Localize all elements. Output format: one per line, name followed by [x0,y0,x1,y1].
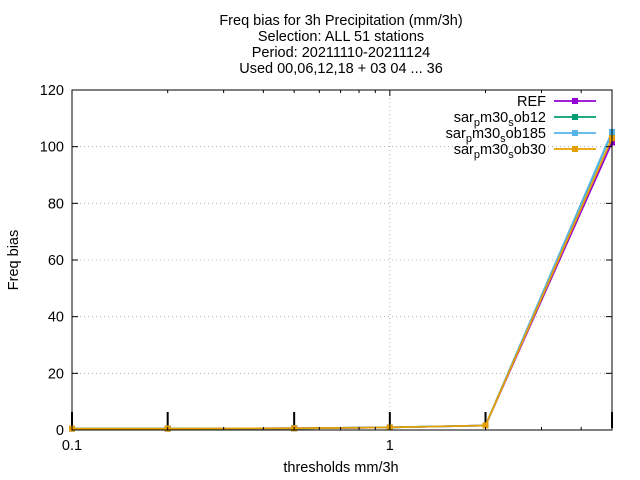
legend-text-part: m30 [480,142,508,158]
series-line-3 [72,137,613,430]
x-tick-label: 0.1 [62,438,82,454]
y-tick-label: 80 [48,196,64,212]
title-line: Used 00,06,12,18 + 03 04 ... 36 [239,61,443,77]
legend-marker-1 [572,114,578,120]
legend-label-0: REF [517,94,546,110]
grid [72,89,612,430]
title-line: Period: 20211110-20211124 [252,45,430,61]
legend-subscript: s [508,117,514,129]
legend-text-part: ob185 [506,126,546,142]
legend-subscript: p [474,149,480,161]
title-line: Selection: ALL 51 stations [258,29,424,45]
legend-text-part: sar [446,126,466,142]
legend-marker-2 [572,130,578,136]
series-line-1 [72,132,613,430]
series-line-2 [72,131,613,430]
legend-text-part: ob12 [514,110,546,126]
y-tick-label: 40 [48,310,64,326]
legend-text-part: REF [517,94,546,110]
legend-text-part: sar [454,110,474,126]
x-tick-label: 1 [386,438,394,454]
legend-marker-0 [572,98,578,104]
y-tick-label: 60 [48,253,64,269]
series-point-3 [482,422,489,429]
legend-subscript: s [500,133,506,145]
legend-subscript: p [474,117,480,129]
series-line-0 [72,142,613,430]
legend-label-3: sarpm30sob30 [454,142,546,161]
legend-marker-3 [572,146,578,152]
legend-subscript: s [508,149,514,161]
legend-label-2: sarpm30sob185 [446,126,546,145]
y-tick-label: 0 [56,423,64,439]
legend-text-part: sar [454,142,474,158]
x-axis-label: thresholds mm/3h [283,460,398,476]
y-tick-label: 20 [48,366,64,382]
series-lines [69,128,615,432]
y-tick-label: 120 [40,83,64,99]
chart-title: Freq bias for 3h Precipitation (mm/3h)Se… [219,13,462,77]
y-tick-label: 100 [40,140,64,156]
legend-label-1: sarpm30sob12 [454,110,546,129]
title-line: Freq bias for 3h Precipitation (mm/3h) [219,13,462,29]
error-bars [71,412,613,428]
legend-text-part: ob30 [514,142,546,158]
axes [71,89,613,431]
legend-subscript: p [466,133,472,145]
legend-text-part: m30 [472,126,500,142]
legend-text-part: m30 [480,110,508,126]
y-axis-label: Freq bias [6,230,22,290]
tick-labels: 0 20 40 60 80 100 120 0.1 1 [40,83,394,454]
